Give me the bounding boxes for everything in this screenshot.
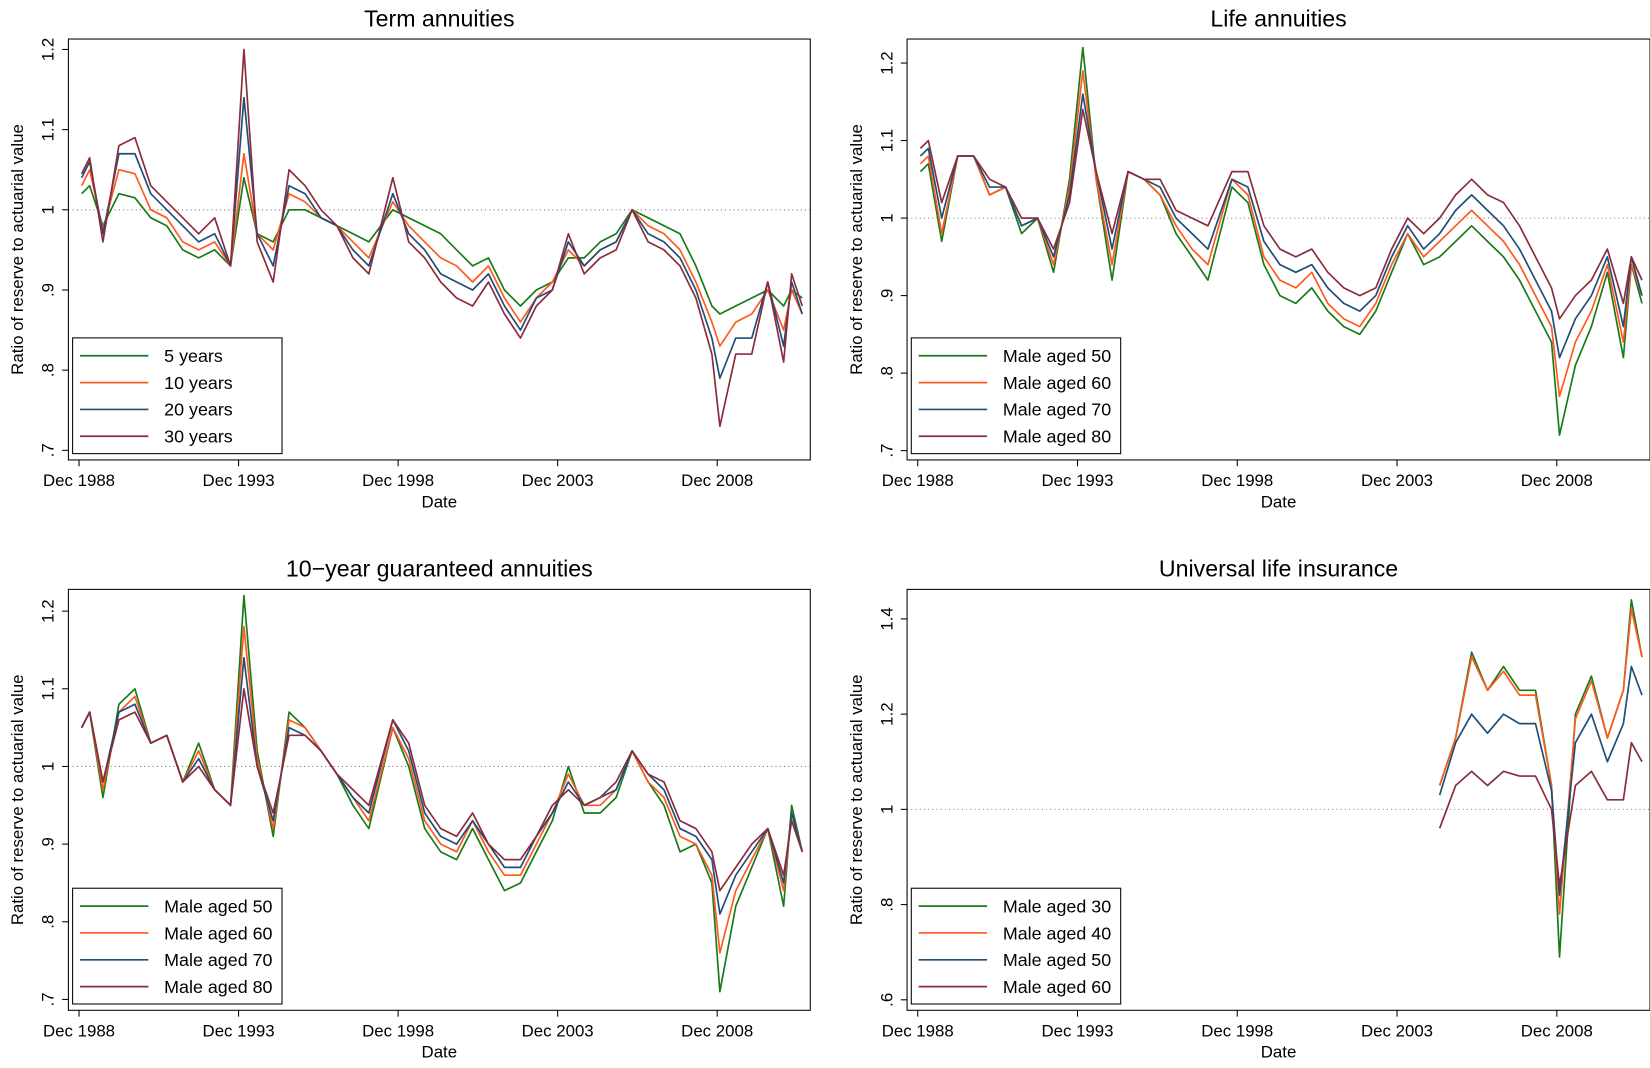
y-tick-label: .7 xyxy=(877,444,896,458)
legend-label: Male aged 40 xyxy=(1003,923,1111,943)
x-tick-label: Dec 1998 xyxy=(362,1022,434,1041)
y-tick-label: .8 xyxy=(39,915,58,929)
panel: Term annuities Date Ratio of reserve to ac… xyxy=(8,5,811,511)
x-tick-label: Dec 1998 xyxy=(1201,471,1273,490)
x-tick-label: Dec 1988 xyxy=(43,1022,115,1041)
legend-box xyxy=(910,887,1122,1005)
y-axis-label: Ratio of reserve to actuarial value xyxy=(847,674,866,925)
y-tick-label: 1.1 xyxy=(39,677,58,700)
series-line xyxy=(81,176,803,315)
x-axis-label: Date xyxy=(1261,1043,1297,1062)
legend-label: Male aged 60 xyxy=(1003,977,1111,997)
x-tick-label: Dec 2003 xyxy=(522,1022,594,1041)
legend-label: 20 years xyxy=(164,400,233,420)
y-tick-label: .9 xyxy=(877,289,896,303)
y-axis-label: Ratio of reserve to actuarial value xyxy=(8,674,27,925)
series-line xyxy=(80,625,804,954)
legend-label: Male aged 50 xyxy=(164,896,272,916)
x-tick-label: Dec 1993 xyxy=(203,1022,275,1041)
y-tick-label: .7 xyxy=(39,443,58,457)
x-tick-label: Dec 1998 xyxy=(362,471,434,490)
y-tick-label: .8 xyxy=(877,366,896,380)
x-tick-label: Dec 2008 xyxy=(681,1022,753,1041)
y-tick-label: 1.4 xyxy=(877,607,896,630)
x-tick-label: Dec 2008 xyxy=(1521,1022,1593,1041)
legend-label: 10 years xyxy=(164,373,233,393)
x-tick-label: Dec 1988 xyxy=(43,471,115,490)
x-tick-label: Dec 1988 xyxy=(882,1022,954,1041)
panel-title: Life annuities xyxy=(1210,5,1346,31)
legend-label: Male aged 50 xyxy=(1003,950,1111,970)
y-tick-label: 1.2 xyxy=(39,599,58,622)
series-line xyxy=(1438,741,1643,887)
x-axis-label: Date xyxy=(422,1043,458,1062)
legend-label: Male aged 70 xyxy=(164,950,272,970)
x-tick-label: Dec 2003 xyxy=(522,471,594,490)
legend-label: 30 years xyxy=(164,427,233,447)
plot-frame xyxy=(906,38,1650,461)
series-line xyxy=(919,46,1643,436)
y-tick-label: 1 xyxy=(877,213,896,222)
legend-label: Male aged 80 xyxy=(1003,427,1111,447)
legend-label: Male aged 50 xyxy=(1003,346,1111,366)
series-line xyxy=(80,687,804,892)
y-tick-label: .9 xyxy=(39,283,58,297)
panel: 10−year guaranteed annuities Date Ratio of… xyxy=(8,556,811,1062)
plot-frame xyxy=(67,38,811,461)
series-line xyxy=(919,108,1643,320)
series-line xyxy=(80,48,804,428)
y-tick-label: 1.2 xyxy=(39,38,58,61)
y-tick-label: .8 xyxy=(877,898,896,912)
legend-label: Male aged 80 xyxy=(164,977,272,997)
y-axis-label: Ratio of reserve to actuarial value xyxy=(847,124,866,375)
y-tick-label: .7 xyxy=(39,992,58,1006)
series-line xyxy=(80,656,804,915)
legend-box xyxy=(72,887,283,1005)
series-line xyxy=(1438,665,1643,896)
x-tick-label: Dec 2008 xyxy=(1521,471,1593,490)
series-line xyxy=(1438,608,1643,915)
panel: Universal life insurance Date Ratio of res… xyxy=(847,556,1650,1062)
legend-label: Male aged 60 xyxy=(1003,373,1111,393)
y-tick-label: 1.1 xyxy=(877,129,896,152)
plot-frame xyxy=(67,588,811,1011)
y-tick-label: 1.1 xyxy=(39,118,58,141)
y-tick-label: 1 xyxy=(39,205,58,214)
series-line xyxy=(919,93,1643,359)
panel-title: Term annuities xyxy=(364,5,514,31)
series-line xyxy=(1438,599,1643,958)
y-tick-label: .9 xyxy=(39,837,58,851)
y-tick-label: 1.2 xyxy=(877,702,896,725)
x-tick-label: Dec 1993 xyxy=(1041,471,1113,490)
x-tick-label: Dec 2003 xyxy=(1361,1022,1433,1041)
x-tick-label: Dec 1993 xyxy=(203,471,275,490)
panel-title: Universal life insurance xyxy=(1159,556,1398,582)
panel-title: 10−year guaranteed annuities xyxy=(286,556,593,582)
y-tick-label: 1 xyxy=(39,762,58,771)
x-tick-label: Dec 2008 xyxy=(681,471,753,490)
x-tick-label: Dec 2003 xyxy=(1361,471,1433,490)
series-line xyxy=(80,96,804,380)
legend-label: Male aged 60 xyxy=(164,923,272,943)
y-tick-label: .8 xyxy=(39,363,58,377)
x-tick-label: Dec 1993 xyxy=(1041,1022,1113,1041)
legend-label: Male aged 70 xyxy=(1003,400,1111,420)
series-line xyxy=(80,152,804,347)
legend-label: Male aged 30 xyxy=(1003,896,1111,916)
x-axis-label: Date xyxy=(1261,492,1297,511)
x-tick-label: Dec 1998 xyxy=(1201,1022,1273,1041)
panel: Life annuities Date Ratio of reserve to ac… xyxy=(847,5,1650,511)
y-axis-label: Ratio of reserve to actuarial value xyxy=(8,124,27,375)
plot-frame xyxy=(906,588,1650,1011)
y-tick-label: .6 xyxy=(877,993,896,1007)
legend-box xyxy=(910,337,1122,455)
legend-label: 5 years xyxy=(164,346,223,366)
x-axis-label: Date xyxy=(422,492,458,511)
y-tick-label: 1 xyxy=(877,805,896,814)
y-tick-label: 1.2 xyxy=(877,51,896,74)
x-tick-label: Dec 1988 xyxy=(882,471,954,490)
legend-box xyxy=(72,337,283,455)
